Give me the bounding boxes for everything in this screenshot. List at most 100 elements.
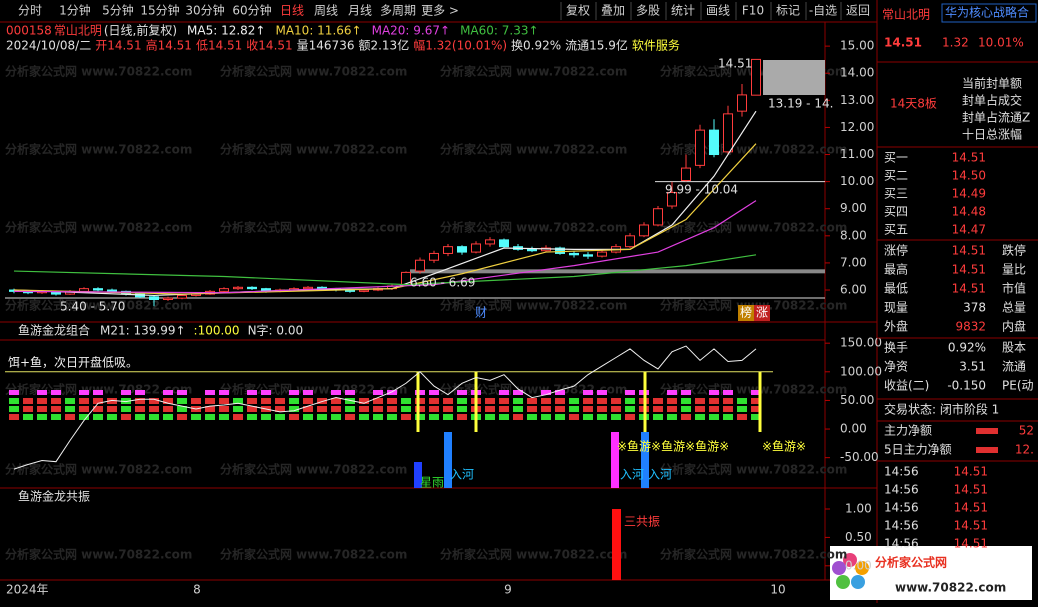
signal-block [611, 406, 621, 412]
toolbar-button[interactable]: 多股 [636, 4, 660, 18]
signal-top [555, 390, 565, 395]
watermark: 分析家公式网 www.70822.com [660, 142, 847, 157]
signal-block [485, 398, 495, 404]
signal-block [93, 398, 103, 404]
candle-body [555, 247, 565, 254]
fin-label: 股本 [1002, 341, 1026, 355]
fin-label: 流通 [1002, 360, 1026, 374]
info-item: 开14.51 [95, 39, 141, 53]
signal-block [751, 414, 761, 420]
toolbar-tab[interactable]: 月线 [348, 4, 372, 18]
signal-block [485, 414, 495, 420]
info-item: 软件服务 [632, 38, 680, 53]
y-tick-label: 150.00 [840, 336, 882, 350]
signal-block [275, 414, 285, 420]
toolbar-tab[interactable]: 分时 [18, 4, 42, 18]
signal-block [513, 406, 523, 412]
signal-block [737, 406, 747, 412]
signal-block [527, 398, 537, 404]
marker-box [738, 305, 754, 321]
signal-block [415, 414, 425, 420]
toolbar-tab[interactable]: 更多 > [421, 4, 459, 18]
m21-line [13, 345, 757, 470]
toolbar-button[interactable]: 标记 [776, 4, 800, 18]
candle-body [569, 252, 579, 256]
fin-value: 3.51 [959, 360, 986, 374]
watermark: 分析家公式网 www.70822.com [660, 462, 847, 477]
candle-body [219, 288, 229, 292]
book-label: 买一 [884, 151, 908, 165]
stat-value: 9832 [955, 320, 986, 334]
signal-block [163, 398, 173, 404]
toolbar-button[interactable]: F10 [742, 4, 764, 18]
flow-label: 5日主力净额 [884, 443, 952, 457]
toolbar-tab[interactable]: 60分钟 [232, 3, 271, 18]
toolbar-tab[interactable]: 5分钟 [102, 3, 134, 18]
candle-body [429, 252, 439, 261]
signal-top [667, 390, 677, 395]
y-tick-label: 11.00 [840, 147, 874, 161]
y-tick-label: 9.00 [840, 201, 867, 215]
flow-value: 12. [1015, 443, 1034, 457]
y-tick-label: 13.00 [840, 93, 874, 107]
flow-bar [976, 447, 998, 453]
signal-block [681, 398, 691, 404]
signal-block [37, 398, 47, 404]
toolbar-button[interactable]: 叠加 [601, 4, 625, 18]
y-tick-label: 6.00 [840, 283, 867, 297]
signal-block [149, 406, 159, 412]
signal-block [65, 398, 75, 404]
signal-block [373, 398, 383, 404]
signal-block [583, 414, 593, 420]
signal-block [219, 406, 229, 412]
signal-block [541, 406, 551, 412]
toolbar-tab[interactable]: 15分钟 [140, 3, 179, 18]
toolbar-tab[interactable]: 日线 [280, 4, 304, 18]
signal-block [653, 406, 663, 412]
signal-top [93, 390, 103, 395]
toolbar-button[interactable]: 返回 [846, 4, 870, 18]
marker-box [754, 305, 770, 321]
signal-block [751, 398, 761, 404]
info-item: 量146736 [297, 39, 355, 53]
toolbar-button[interactable]: 复权 [566, 4, 590, 18]
signal-top [457, 390, 467, 395]
info-item: 2024/10/08/二 [6, 39, 91, 53]
price-annotation: 13.19 - 14. [768, 97, 833, 111]
signal-block [51, 406, 61, 412]
signal-label: ※鱼游※ [762, 440, 806, 454]
signal-block [429, 414, 439, 420]
signal-block [121, 414, 131, 420]
signal-block [303, 406, 313, 412]
signal-block [359, 406, 369, 412]
signal-block [485, 406, 495, 412]
signal-block [233, 398, 243, 404]
signal-block [345, 406, 355, 412]
signal-block [401, 406, 411, 412]
marker: 榜 [740, 305, 752, 320]
panel-title: 鱼游金龙组合 [18, 323, 90, 338]
panel-legend: N字: 0.00 [248, 323, 304, 338]
toolbar-button[interactable]: -自选 [809, 4, 837, 18]
signal-block [499, 406, 509, 412]
watermark: 分析家公式网 www.70822.com [220, 64, 407, 79]
toolbar-tab[interactable]: 30分钟 [185, 3, 224, 18]
signal-block [387, 398, 397, 404]
signal-block [667, 398, 677, 404]
toolbar-tab[interactable]: 1分钟 [59, 3, 91, 18]
stat-label: 最高 [884, 262, 908, 277]
toolbar-tab[interactable]: 多周期 [380, 4, 416, 18]
signal-block [23, 406, 33, 412]
signal-block [751, 406, 761, 412]
toolbar-button[interactable]: 统计 [671, 4, 695, 18]
seal-item: 十日总涨幅 [962, 127, 1022, 142]
toolbar-tab[interactable]: 周线 [314, 4, 338, 18]
toolbar-button[interactable]: 画线 [706, 4, 730, 18]
signal-block [387, 414, 397, 420]
info-item: 换0.92% [511, 39, 561, 53]
signal-block [121, 398, 131, 404]
signal-block [261, 398, 271, 404]
watermark: 分析家公式网 www.70822.com [220, 462, 407, 477]
signal-block [373, 406, 383, 412]
signal-block [135, 398, 145, 404]
